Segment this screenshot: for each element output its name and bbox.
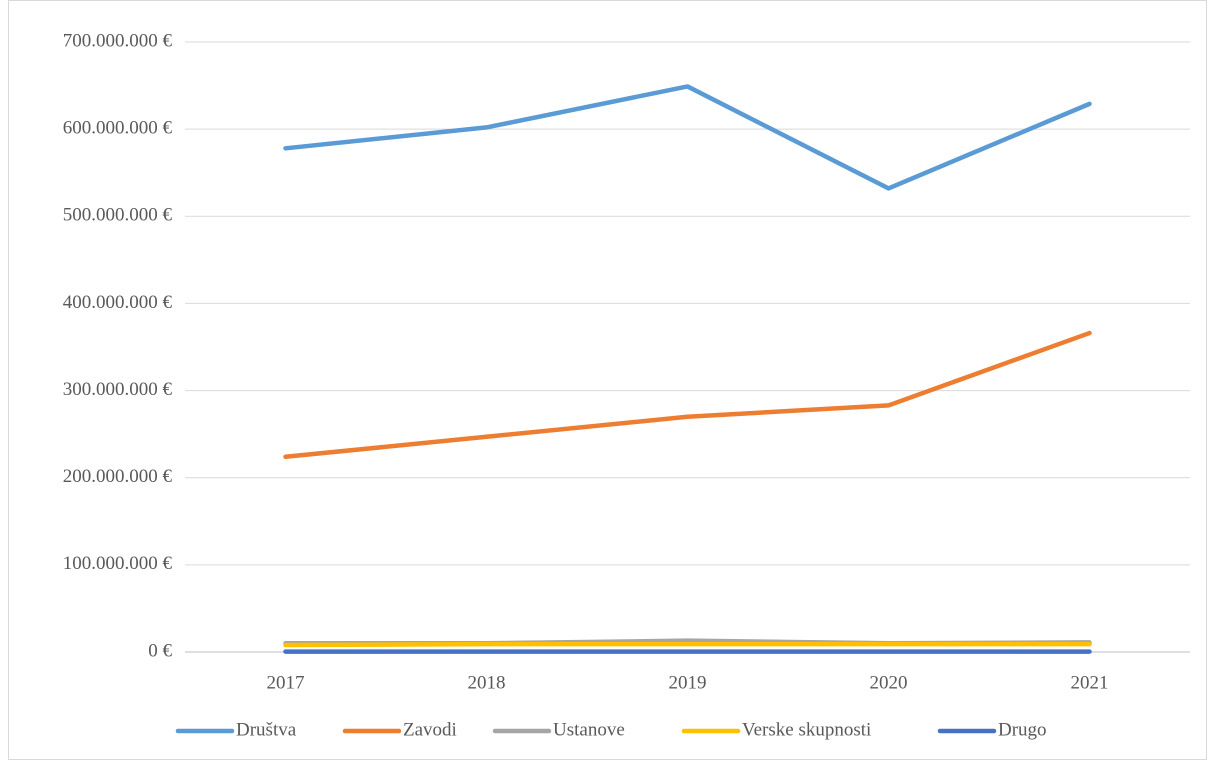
y-tick-label: 600.000.000 € bbox=[63, 118, 173, 139]
x-tick-label: 2017 bbox=[267, 672, 305, 693]
series-line bbox=[283, 641, 1092, 648]
legend-label: Drugo bbox=[998, 719, 1047, 740]
y-tick-label: 200.000.000 € bbox=[63, 466, 173, 487]
y-tick-label: 700.000.000 € bbox=[63, 30, 173, 51]
x-tick-label: 2018 bbox=[468, 672, 506, 693]
legend-label: Zavodi bbox=[403, 719, 457, 740]
y-tick-label: 0 € bbox=[148, 640, 172, 661]
x-tick-label: 2020 bbox=[870, 672, 908, 693]
series-line bbox=[283, 330, 1092, 460]
y-tick-label: 100.000.000 € bbox=[63, 553, 173, 574]
legend-label: Društva bbox=[236, 719, 297, 740]
y-tick-label: 500.000.000 € bbox=[63, 205, 173, 226]
y-tick-label: 300.000.000 € bbox=[63, 379, 173, 400]
legend-label: Verske skupnosti bbox=[742, 719, 871, 740]
chart-border bbox=[8, 0, 1207, 760]
series-line bbox=[283, 84, 1092, 191]
y-tick-label: 400.000.000 € bbox=[63, 292, 173, 313]
x-tick-label: 2019 bbox=[669, 672, 707, 693]
legend-label: Ustanove bbox=[553, 719, 625, 740]
x-tick-label: 2021 bbox=[1071, 672, 1109, 693]
